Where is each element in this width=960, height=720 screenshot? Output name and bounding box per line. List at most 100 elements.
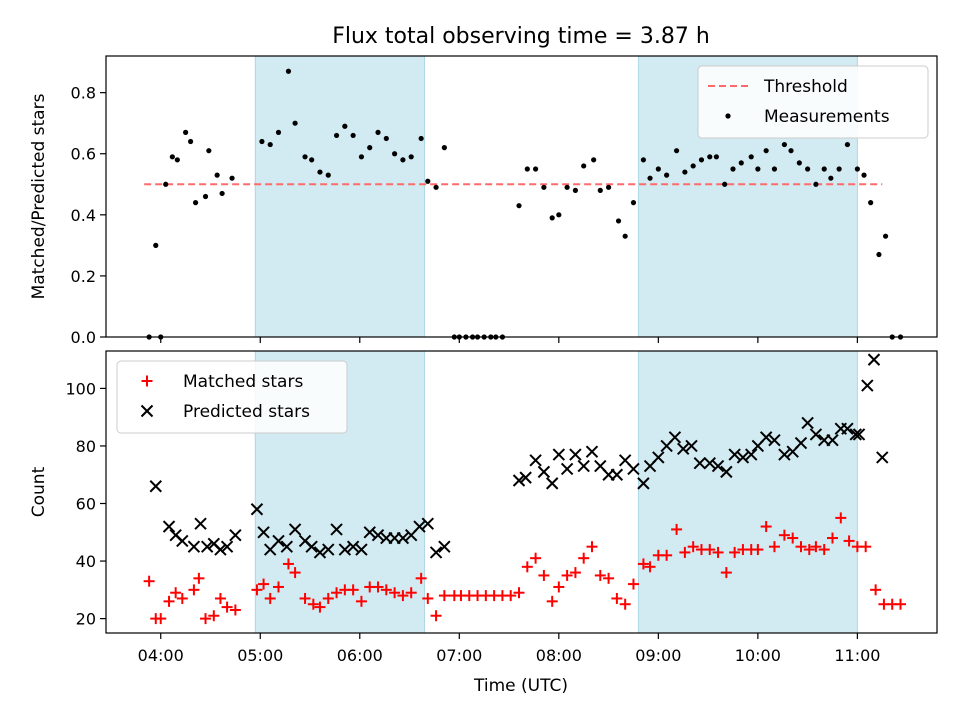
data-point [418, 135, 424, 142]
x-stroke-b [861, 379, 874, 392]
x-stroke-b [346, 540, 360, 553]
data-point [292, 120, 298, 126]
x-stroke-b [330, 523, 343, 536]
x-tick-label: 04:00 [138, 646, 184, 665]
data-point [441, 145, 447, 151]
data-point [282, 558, 294, 570]
data-point [821, 166, 827, 172]
data-point [537, 465, 551, 479]
y-tick-label: 60 [76, 495, 96, 514]
x-stroke-b [288, 523, 302, 536]
y-tick-label: 40 [76, 552, 96, 571]
data-point [153, 242, 159, 248]
data-point [722, 181, 728, 187]
data-point [860, 541, 872, 553]
data-point [422, 592, 434, 604]
y-axis-label: Matched/Predicted stars [29, 93, 49, 299]
y-tick-label: 0.0 [71, 328, 96, 347]
data-point [200, 540, 214, 553]
data-point [288, 523, 302, 536]
x-stroke-b [594, 459, 607, 473]
data-point [325, 172, 331, 178]
x-stroke-b [545, 477, 559, 490]
x-stroke-b [429, 546, 443, 559]
legend-box [116, 360, 348, 434]
x-stroke-b [569, 448, 582, 461]
data-point [202, 193, 209, 200]
data-point [801, 416, 814, 430]
data-point [569, 448, 582, 461]
x-stroke-b [298, 534, 312, 548]
x-stroke-b [322, 543, 335, 556]
y-tick-label: 0.2 [71, 267, 96, 286]
legend-label: Predicted stars [183, 402, 310, 422]
data-point [530, 552, 542, 564]
x-stroke-b [162, 520, 176, 533]
y-tick-label: 20 [76, 610, 96, 629]
data-point [637, 558, 649, 570]
data-point [711, 459, 725, 473]
x-stroke-b [778, 448, 791, 461]
data-point [788, 148, 794, 154]
data-point [720, 465, 733, 479]
data-point [317, 169, 323, 175]
data-point [755, 166, 761, 172]
data-point [272, 534, 285, 548]
x-stroke-b [396, 531, 410, 545]
data-point [143, 575, 155, 587]
data-point [513, 587, 525, 599]
data-point [759, 431, 773, 444]
top-panel: 0.0 0.2 0.4 0.6 0.8 Matched/Predicted stars Th… [29, 55, 938, 347]
x-stroke-b [703, 457, 716, 470]
data-point [289, 567, 301, 579]
x-stroke-b [200, 540, 214, 553]
data-point [330, 523, 343, 536]
data-point [876, 251, 882, 258]
data-point [805, 166, 811, 172]
data-point [581, 163, 587, 169]
data-point [640, 157, 647, 163]
data-point [611, 592, 623, 604]
data-point [251, 584, 263, 596]
x-stroke-b [140, 404, 154, 418]
data-point [794, 436, 808, 450]
bottom-panel: 20 40 60 80 100 04:00 05:00 06:00 07:00 08:00 09:0… [29, 350, 938, 665]
legend-box [697, 65, 929, 139]
x-stroke-b [693, 457, 707, 470]
x-stroke-b [759, 431, 773, 444]
data-point [149, 480, 162, 493]
data-point [313, 546, 327, 559]
data-point [778, 529, 790, 541]
data-point [730, 166, 736, 172]
data-point [355, 543, 368, 556]
data-point [622, 233, 628, 239]
data-point [760, 521, 772, 533]
data-point [677, 442, 690, 456]
data-point [264, 592, 276, 604]
data-point [529, 454, 542, 467]
data-point [532, 166, 539, 172]
data-point [738, 160, 744, 166]
data-point [259, 138, 265, 145]
data-point [827, 532, 839, 544]
data-point [221, 601, 233, 613]
data-point [861, 172, 867, 178]
x-stroke-b [169, 528, 182, 542]
x-stroke-b [355, 543, 368, 556]
data-point [664, 172, 670, 178]
data-point [322, 592, 334, 604]
data-point [367, 145, 373, 151]
data-point [690, 163, 696, 169]
x-stroke-b [194, 517, 207, 530]
data-point [867, 353, 881, 366]
data-point [569, 567, 581, 579]
data-point [787, 532, 799, 544]
x-stroke-b [867, 353, 881, 366]
x-stroke-b [809, 428, 823, 441]
x-stroke-b [728, 448, 741, 461]
data-point [619, 598, 631, 610]
data-point [768, 433, 781, 447]
data-point [545, 477, 559, 490]
x-stroke-b [187, 540, 201, 553]
data-point [519, 471, 532, 484]
